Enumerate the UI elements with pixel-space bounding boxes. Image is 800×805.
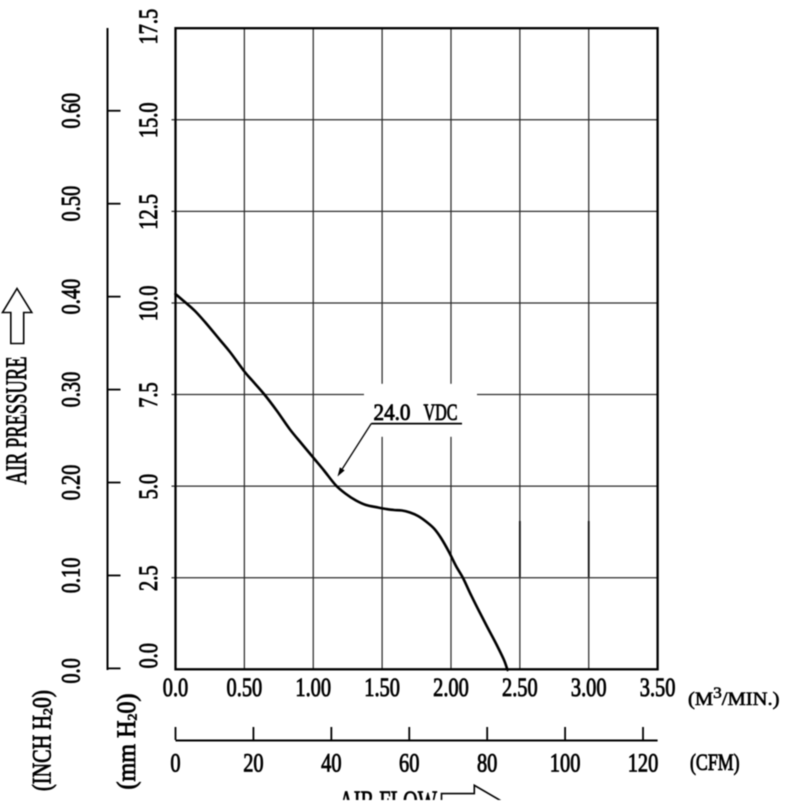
svg-text:2: 2 bbox=[40, 708, 55, 715]
svg-text:120: 120 bbox=[628, 749, 659, 778]
svg-text:0): 0) bbox=[28, 690, 57, 708]
svg-text:(mm H: (mm H bbox=[112, 720, 141, 789]
svg-text:0.0: 0.0 bbox=[163, 673, 189, 702]
svg-text:AIR FLOW: AIR FLOW bbox=[339, 785, 437, 800]
svg-text:20: 20 bbox=[243, 749, 263, 778]
svg-text:0.10: 0.10 bbox=[57, 558, 86, 594]
svg-text:15.0: 15.0 bbox=[134, 102, 163, 138]
svg-text:2: 2 bbox=[125, 714, 140, 721]
svg-text:0.20: 0.20 bbox=[57, 465, 86, 501]
svg-text:40: 40 bbox=[321, 749, 341, 778]
svg-text:0: 0 bbox=[170, 749, 180, 778]
svg-text:0): 0) bbox=[112, 694, 141, 714]
svg-text:1.00: 1.00 bbox=[295, 673, 331, 702]
svg-text:17.5: 17.5 bbox=[134, 9, 163, 45]
svg-text:2.50: 2.50 bbox=[502, 673, 538, 702]
svg-text:(M3/MIN.): (M 3/MIN.) bbox=[688, 685, 780, 710]
svg-text:80: 80 bbox=[477, 749, 497, 778]
svg-text:60: 60 bbox=[399, 749, 419, 778]
svg-text:3.00: 3.00 bbox=[571, 673, 607, 702]
svg-text:AIR PRESSURE: AIR PRESSURE bbox=[0, 357, 33, 485]
svg-text:0.0: 0.0 bbox=[57, 658, 86, 684]
svg-text:0.0: 0.0 bbox=[134, 643, 163, 669]
svg-text:2.5: 2.5 bbox=[134, 565, 163, 591]
svg-text:12.5: 12.5 bbox=[134, 194, 163, 230]
svg-text:0.60: 0.60 bbox=[57, 93, 86, 129]
svg-text:0.30: 0.30 bbox=[57, 372, 86, 408]
svg-text:(CFM): (CFM) bbox=[690, 750, 740, 775]
svg-text:7.5: 7.5 bbox=[134, 382, 163, 408]
svg-text:VDC: VDC bbox=[424, 400, 458, 425]
svg-text:0.50: 0.50 bbox=[227, 673, 263, 702]
svg-text:5.0: 5.0 bbox=[134, 474, 163, 500]
svg-text:10.0: 10.0 bbox=[134, 286, 163, 322]
svg-text:100: 100 bbox=[550, 749, 581, 778]
svg-text:2.00: 2.00 bbox=[433, 673, 469, 702]
svg-text:0.50: 0.50 bbox=[57, 186, 86, 222]
svg-text:3.50: 3.50 bbox=[640, 673, 676, 702]
svg-text:0.40: 0.40 bbox=[57, 279, 86, 315]
svg-text:24.0: 24.0 bbox=[374, 400, 411, 425]
svg-text:(INCH H: (INCH H bbox=[28, 715, 57, 791]
svg-text:1.50: 1.50 bbox=[364, 673, 400, 702]
